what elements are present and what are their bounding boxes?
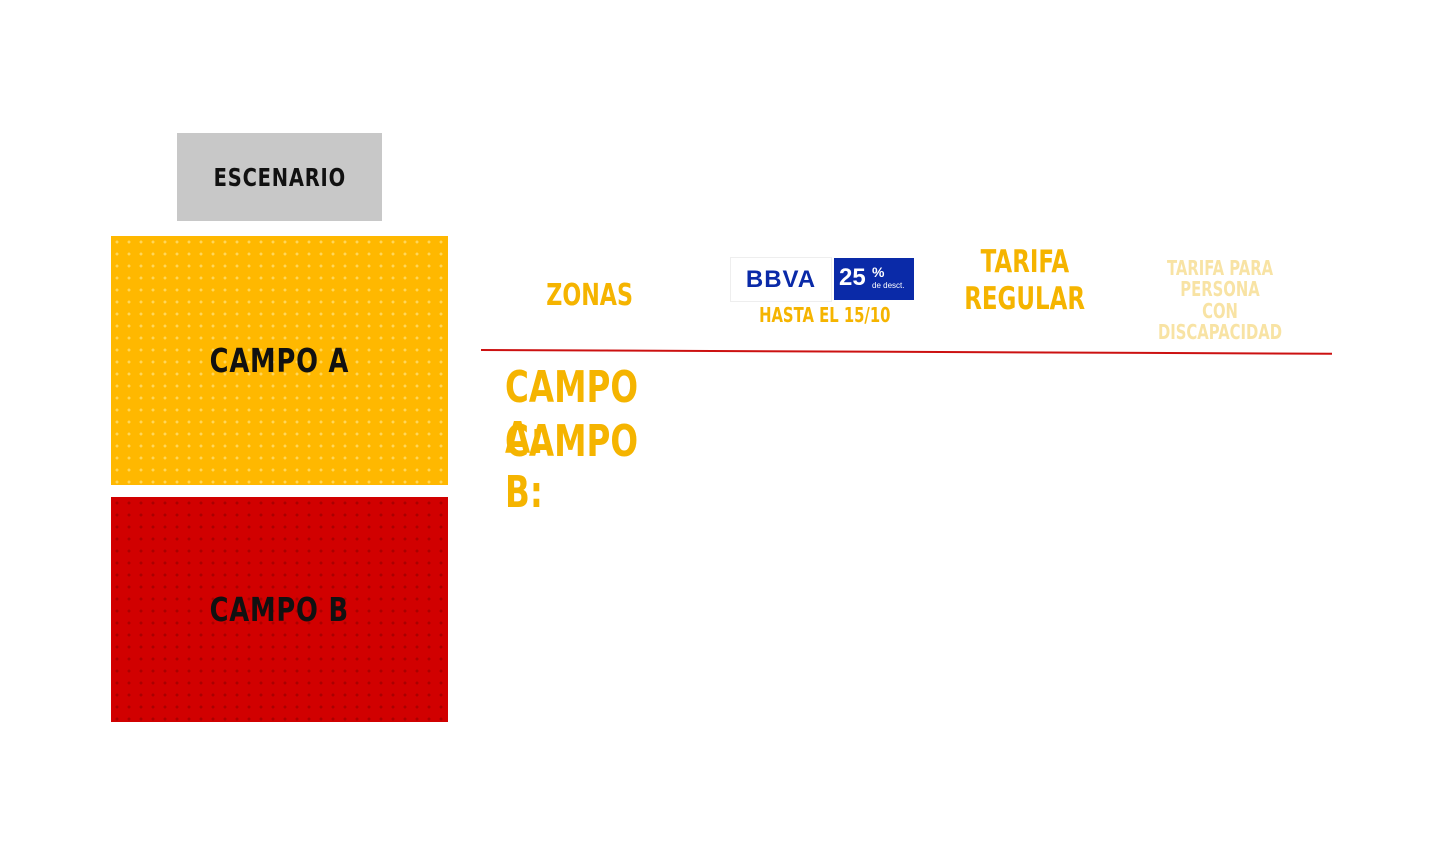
header-tarifa-discapacidad: TARIFA PARA PERSONA CON DISCAPACIDAD [1110,258,1330,344]
zone-campo-a[interactable]: CAMPO A [111,236,448,485]
discount-caption: de desct. [872,281,905,290]
stage-label: ESCENARIO [213,162,346,192]
header-discount-deadline: HASTA EL 15/10 [730,303,920,327]
stage-block: ESCENARIO [177,133,382,221]
tarifa-discapacidad-line2: CON DISCAPACIDAD [1157,299,1283,344]
zone-campo-a-label: CAMPO A [209,341,350,380]
bbva-logo-text: BBVA [745,265,817,293]
zone-campo-b[interactable]: CAMPO B [111,497,448,722]
bbva-logo: BBVA [730,257,832,302]
discount-percent-symbol: % [872,264,885,280]
header-zonas: ZONAS [510,278,670,313]
tarifa-regular-line1: TARIFA [980,244,1070,280]
row-campo-a-label: CAMPO A: [505,362,639,464]
header-zonas-label: ZONAS [546,278,634,313]
discount-value: 25 [839,264,866,291]
row-campo-a: CAMPO A: [505,362,715,464]
header-tarifa-regular: TARIFA REGULAR [935,246,1115,320]
zone-campo-b-label: CAMPO B [209,590,350,629]
tarifa-discapacidad-line1: TARIFA PARA PERSONA [1166,256,1274,301]
tarifa-regular-line2: REGULAR [964,281,1086,317]
discount-deadline-label: HASTA EL 15/10 [759,303,891,327]
row-campo-b-label: CAMPO B: [505,416,639,518]
discount-badge: 25 % de desct. [834,258,914,300]
row-campo-b: CAMPO B: [505,416,715,518]
header-divider [480,349,1332,355]
